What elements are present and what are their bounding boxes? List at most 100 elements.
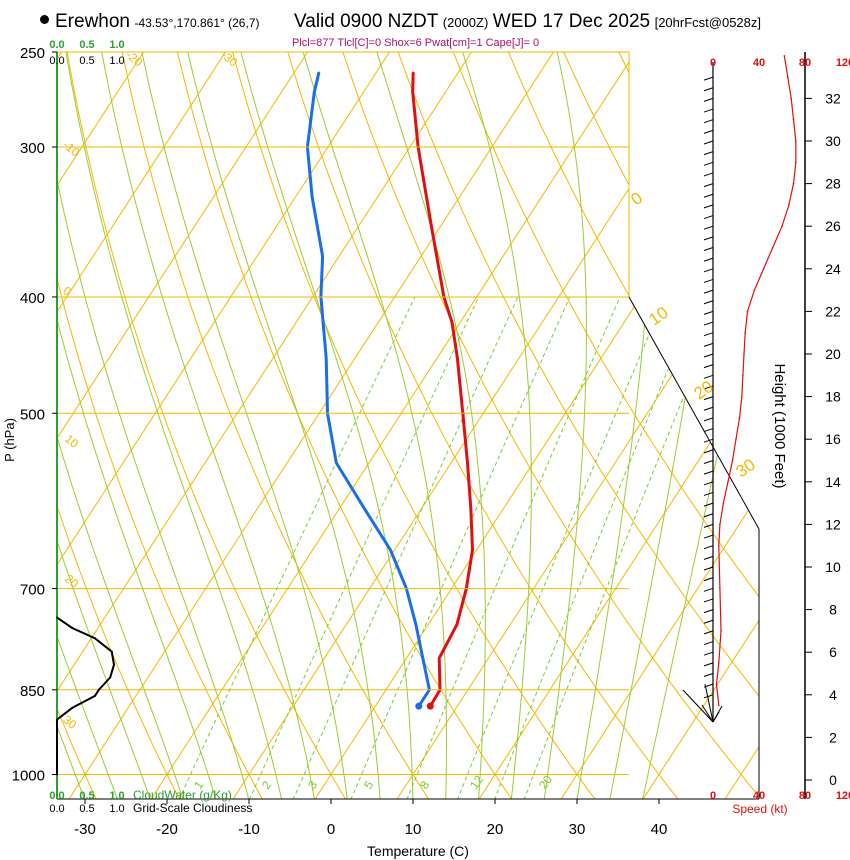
dry-adiabat-line (397, 52, 759, 697)
wind-speed-point (722, 502, 725, 504)
cloud-water-point (94, 637, 96, 640)
params-line: Plcl=877 Tlcl[C]=0 Shox=6 Pwat[cm]=1 Cap… (292, 37, 540, 49)
temperature-point (412, 71, 415, 74)
cloudiness-tick-bottom: 0.0 (49, 803, 64, 815)
wind-barb-tick (703, 662, 714, 667)
wind-speed-point (795, 140, 797, 142)
wind-barb-tick (703, 428, 714, 433)
dry-adiabat-line (176, 52, 513, 799)
wind-barb-tick (703, 76, 714, 81)
utc-label: (2000Z) (442, 15, 489, 30)
wind-barb (703, 587, 714, 592)
wind-barb (703, 183, 714, 188)
isotherm-line (57, 52, 309, 440)
p-tick-label: 500 (20, 406, 45, 423)
wind-barb-tick (703, 364, 714, 369)
header: Erewhon -43.53°,170.861° (26,7) (40, 11, 259, 33)
mixing-ratio-line (406, 296, 621, 799)
wind-barb-tick (703, 673, 714, 677)
axes-overlay (56, 51, 806, 800)
moist-adiabat-line (101, 52, 315, 799)
dewpoint-surface-marker (415, 702, 423, 710)
height-tick-label: 2 (829, 729, 837, 745)
wind-barb (703, 257, 714, 262)
wind-barb (703, 321, 714, 326)
isotherm-line (57, 52, 63, 60)
wind-speed-point (717, 544, 720, 547)
wind-barb (703, 108, 714, 113)
moist-adiabat-line (642, 255, 759, 799)
mixing-ratio-line (494, 296, 699, 799)
wind-barb (703, 694, 714, 699)
moist-adiabat-line (0, 0, 52, 800)
wind-barb-tick (703, 87, 714, 92)
moist-adiabat-line (543, 52, 587, 799)
wind-speed-point (740, 395, 743, 398)
y2-axis-title: Height (1000 Feet) (771, 363, 788, 488)
wind-barb (703, 555, 714, 560)
height-tick-label: 6 (829, 644, 837, 660)
wind-barb (703, 97, 714, 102)
diagonal-border (628, 296, 760, 530)
wind-speed-point (743, 353, 745, 355)
wind-speed-point (783, 55, 786, 57)
dewpoint-point (313, 91, 316, 94)
height-tick-label: 4 (829, 687, 837, 703)
wind-barb (703, 87, 714, 92)
wind-barb-tick (703, 332, 714, 337)
wind-speed-point (715, 683, 718, 685)
wind-speed-point (742, 374, 744, 377)
wind-speed-point (772, 246, 774, 249)
dry-adiabat-line (232, 52, 596, 799)
isotherm-line (57, 52, 391, 566)
date-label: WED 17 Dec 2025 (492, 11, 651, 32)
isotherm-line (314, 113, 759, 799)
cloud-water-tick-bottom: 0.5 (79, 790, 94, 802)
height-tick-label: 0 (829, 772, 837, 788)
wind-barb (703, 300, 714, 305)
wind-barb (703, 406, 714, 411)
height-tick-label: 32 (825, 90, 841, 106)
temperature-point (430, 226, 433, 229)
temperature-point (469, 507, 472, 510)
wind-barb-tick (703, 300, 714, 305)
wind-barb-tick (703, 97, 714, 102)
dry-adiabat-line (57, 276, 263, 799)
moist-adiabat-line (57, 435, 184, 799)
moist-adiabat-line (57, 177, 250, 799)
wind-speed-point (731, 459, 734, 462)
dewpoint-point (363, 507, 366, 510)
isotherm-line (560, 492, 759, 799)
wind-barb-tick (703, 577, 714, 582)
dewpoint-line (305, 72, 431, 707)
temperature-point (466, 461, 469, 464)
wind-barb-tick (703, 342, 714, 347)
dry-adiabat-line (507, 52, 759, 499)
moist-adiabat-line (65, 52, 283, 799)
x-tick-label: 0 (327, 821, 335, 838)
x-tick-label: 30 (569, 821, 586, 838)
surface-wind-barb (701, 704, 714, 723)
valid-label: Valid 0900 NZDT (294, 11, 439, 32)
mixing-ratio-label: 20 (536, 772, 555, 791)
mixing-ratio-line (457, 296, 666, 799)
wind-barb-tick (703, 215, 714, 220)
wind-barb-tick (703, 193, 714, 198)
moist-adiabat-line (57, 539, 151, 799)
wind-barb (703, 310, 714, 315)
x-axis-title: Temperature (C) (367, 843, 469, 859)
surface-wind-barb (682, 689, 714, 723)
dry-adiabat-line (121, 52, 430, 799)
temperature-point (438, 657, 441, 660)
x-tick-label: -30 (74, 821, 96, 838)
wind-barb (703, 491, 714, 496)
wind-barb (703, 481, 714, 486)
cloudiness-title: Grid-Scale Cloudiness (133, 801, 252, 815)
moist-adiabat-line (376, 52, 486, 799)
cloudiness-tick-bottom: 1.0 (109, 803, 124, 815)
wind-barb-tick (703, 630, 714, 635)
wind-barb-tick (703, 374, 714, 379)
wind-barb-tick (703, 172, 714, 177)
wind-barb (703, 225, 714, 230)
